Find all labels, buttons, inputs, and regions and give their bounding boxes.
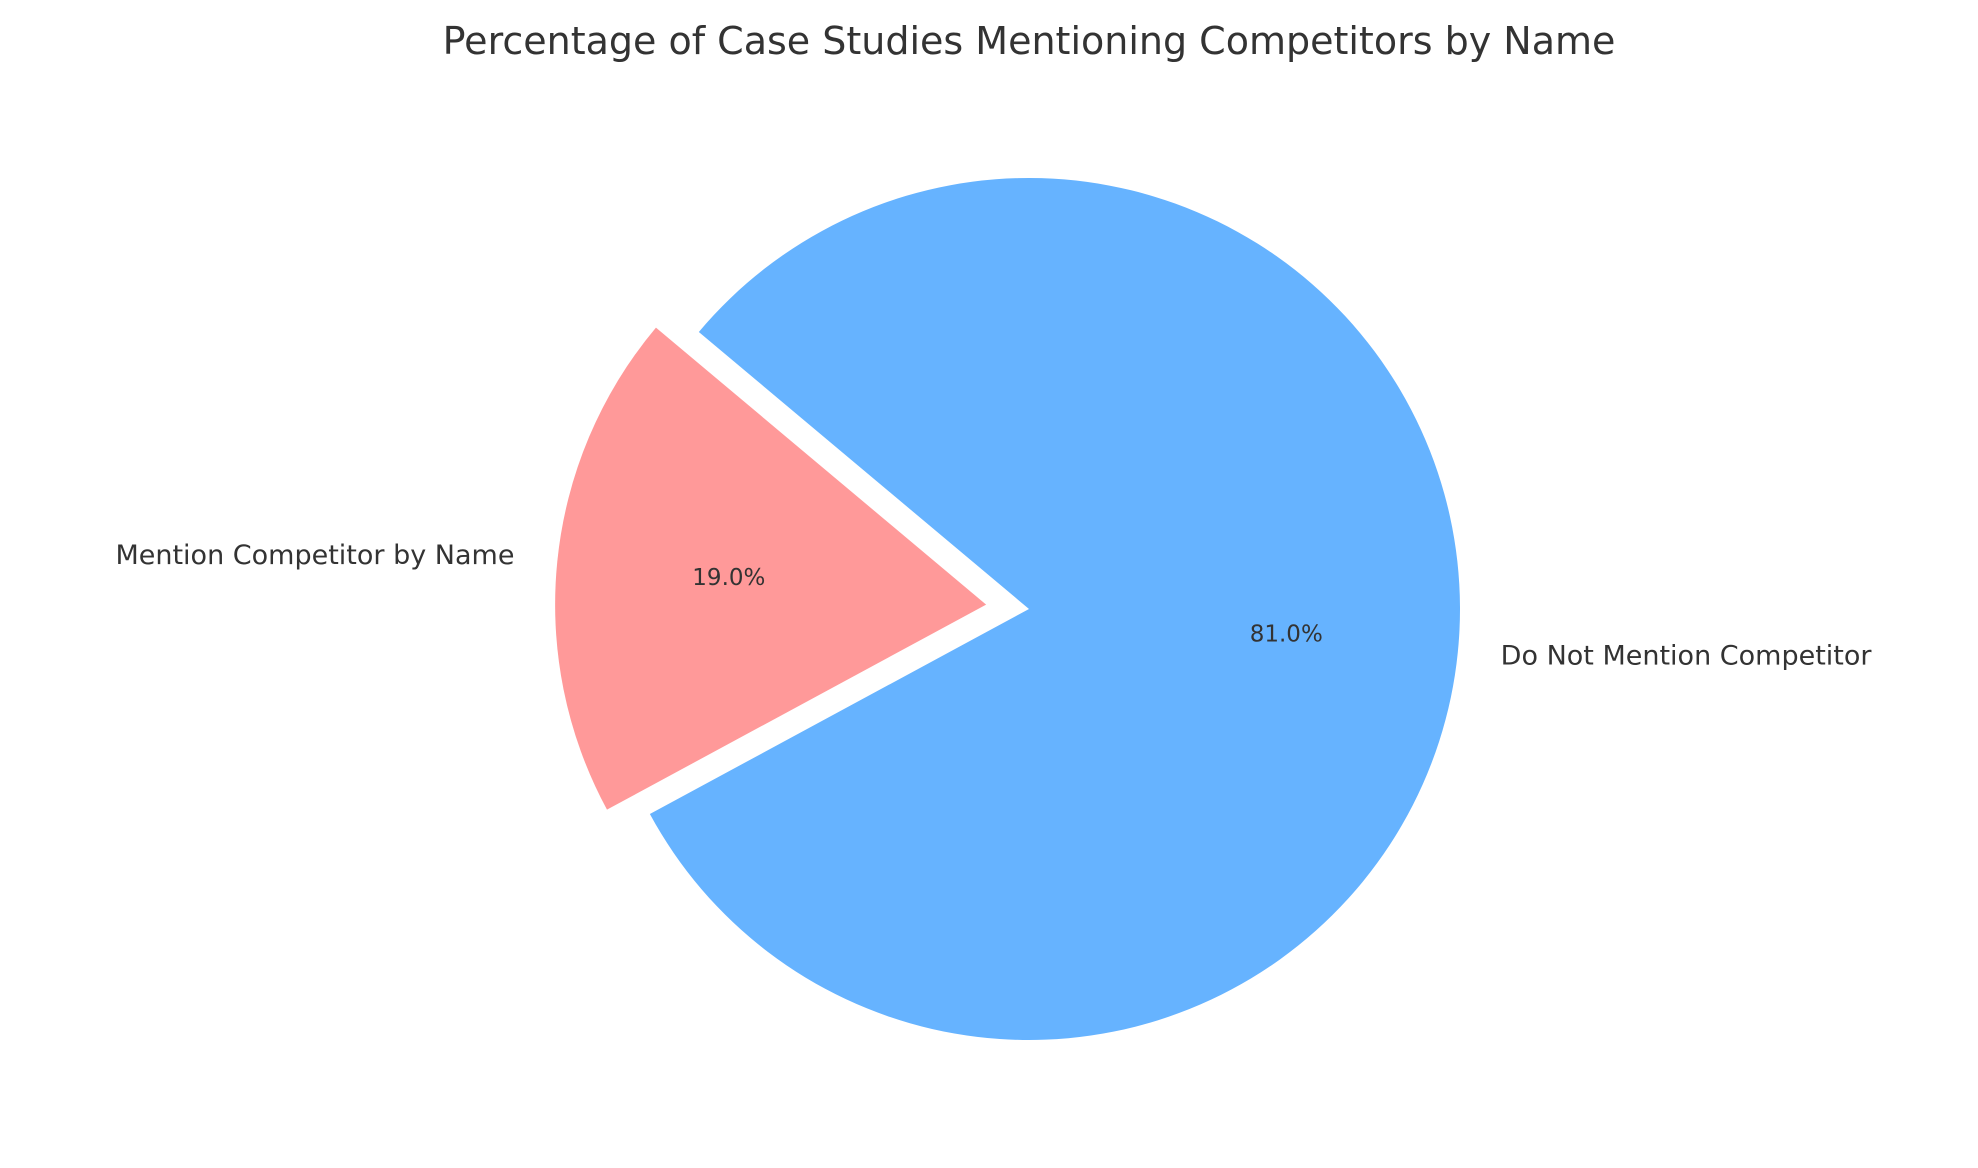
slice-value-label-1: 19.0% bbox=[692, 565, 765, 591]
pie-labels: Mention Competitor by Name 19.0% Do Not Me… bbox=[115, 540, 1872, 671]
pie-wedges bbox=[555, 177, 1460, 1041]
chart-title: Percentage of Case Studies Mentioning Co… bbox=[443, 19, 1616, 63]
slice-label-2: Do Not Mention Competitor bbox=[1501, 640, 1873, 671]
pie-slice-2 bbox=[649, 177, 1460, 1041]
slice-label-1: Mention Competitor by Name bbox=[115, 540, 514, 571]
slice-value-label-2: 81.0% bbox=[1250, 622, 1323, 648]
pie-slice-1 bbox=[555, 327, 987, 810]
